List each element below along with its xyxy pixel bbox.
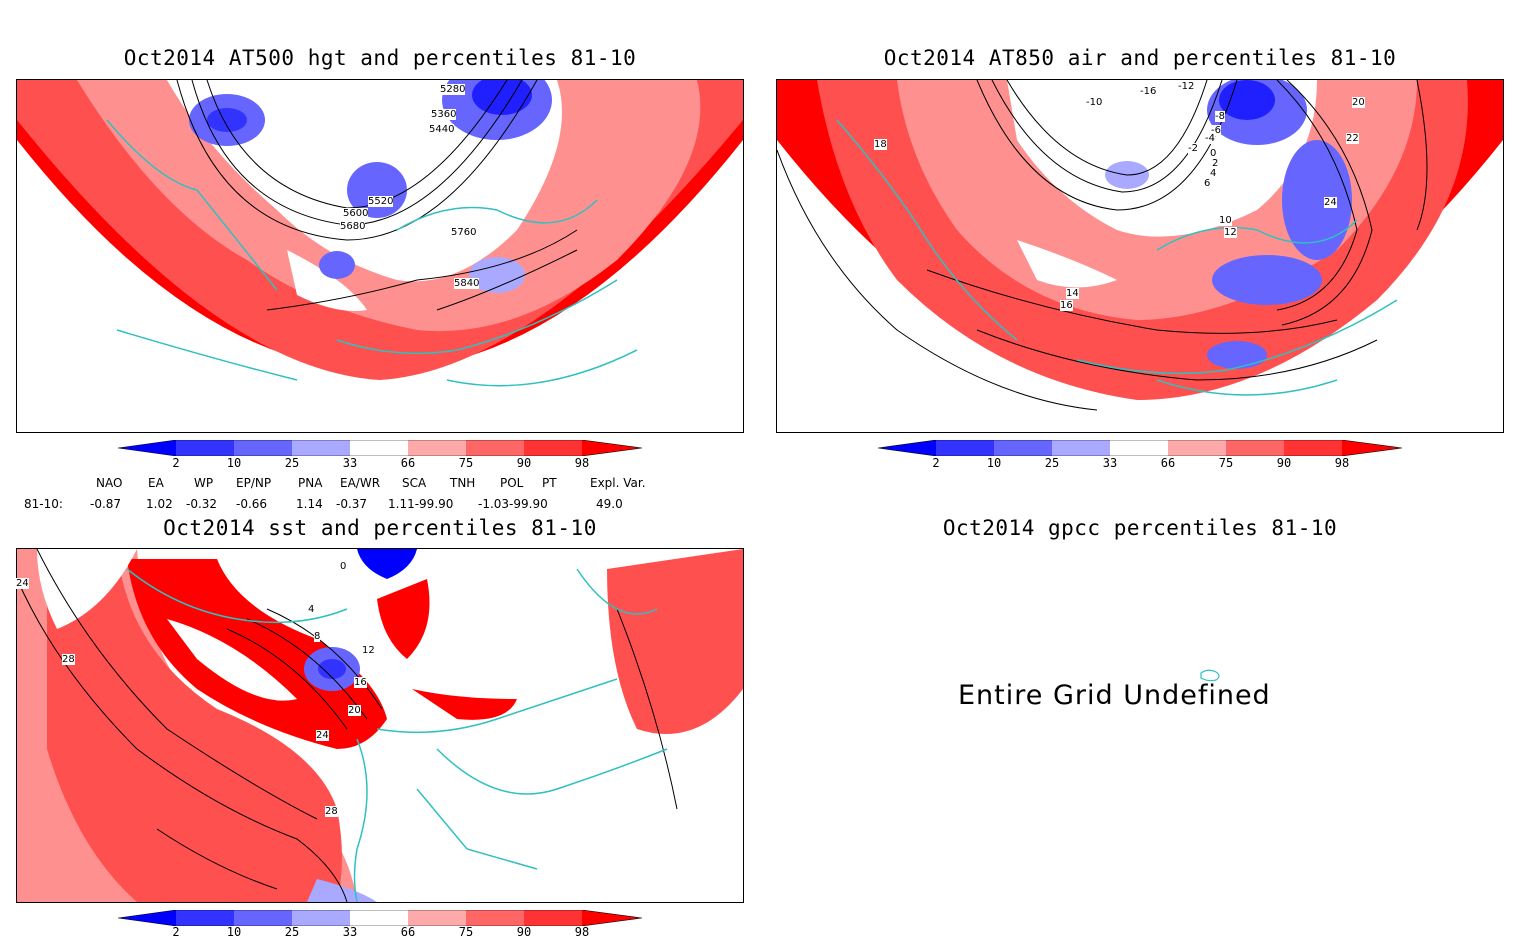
tele-header-explvar: Expl. Var. [590,476,646,490]
contour-label: 2 [1212,158,1219,169]
contour-label: 14 [1066,288,1079,299]
tele-row-label: 81-10: [24,497,63,511]
tele-header-tnh: TNH [450,476,476,490]
map-panel-air850 [776,79,1504,433]
contour-label: 24 [316,730,329,741]
contour-label: 5600 [343,208,369,219]
contour-label: 5760 [451,227,477,238]
panel-title-gpcc: Oct2014 gpcc percentiles 81-10 [942,516,1338,540]
contour-label: -8 [1215,111,1225,122]
contour-label: 8 [314,631,321,642]
contour-label: 5520 [368,196,394,207]
tele-header-epnp: EP/NP [236,476,272,490]
map-panel-sst [16,548,744,903]
contour-label: 5680 [340,221,366,232]
contour-label: 22 [1346,133,1359,144]
contour-label: -12 [1178,81,1195,92]
tele-header-wp: WP [194,476,214,490]
contour-label: -10 [1086,97,1103,108]
contour-label: -2 [1188,143,1198,154]
colorbar-air850 [877,439,1403,457]
undefined-grid-message: Entire Grid Undefined [958,680,1271,711]
contour-label: 20 [1352,97,1365,108]
contour-label: 12 [1224,227,1237,238]
tele-header-sca: SCA [402,476,427,490]
tele-header-pol: POL [500,476,524,490]
contour-label: 0 [340,561,347,572]
contour-label: 5360 [431,109,457,120]
tele-header-ea: EA [148,476,164,490]
contour-label: 16 [354,677,367,688]
contour-label: 4 [1210,168,1217,179]
tele-value: -0.32 [186,497,218,511]
tele-header-eawr: EA/WR [340,476,381,490]
contour-label: 16 [1060,300,1073,311]
contour-label: 24 [1324,197,1337,208]
contour-label: 6 [1204,178,1211,189]
contour-label: 5440 [429,124,455,135]
colorbar-hgt500 [117,439,643,457]
map-panel-hgt500 [16,79,744,433]
contour-label: 5840 [454,278,480,289]
contour-label: -6 [1211,125,1221,136]
tele-value: -0.87 [90,497,122,511]
map-panel-gpcc [776,548,1502,901]
panel-title-sst: Oct2014 sst and percentiles 81-10 [163,516,597,540]
contour-label: 0 [1210,148,1217,159]
tele-value: -1.03-99.90 [478,497,548,511]
contour-label: 5280 [440,84,466,95]
panel-title-hgt500: Oct2014 AT500 hgt and percentiles 81-10 [123,46,637,70]
contour-label: 20 [348,705,361,716]
contour-label: 24 [16,578,29,589]
tele-header-nao: NAO [96,476,123,490]
tele-value: -0.66 [236,497,268,511]
panel-title-air850: Oct2014 AT850 air and percentiles 81-10 [883,46,1397,70]
contour-label: -16 [1140,86,1157,97]
tele-header-pt: PT [542,476,557,490]
contour-label: 28 [62,654,75,665]
tele-header-pna: PNA [298,476,323,490]
contour-label: 18 [874,139,887,150]
contour-label: 28 [325,806,338,817]
tele-value: -0.37 [336,497,368,511]
colorbar-sst [117,909,643,927]
tele-value: 49.0 [596,497,623,511]
contour-label: -4 [1205,133,1215,144]
tele-value: 1.11-99.90 [388,497,454,511]
tele-value: 1.14 [296,497,323,511]
contour-label: 12 [362,645,375,656]
tele-value: 1.02 [146,497,173,511]
contour-label: 4 [308,604,315,615]
contour-label: 10 [1219,215,1232,226]
coastline-fragment [1200,669,1220,682]
